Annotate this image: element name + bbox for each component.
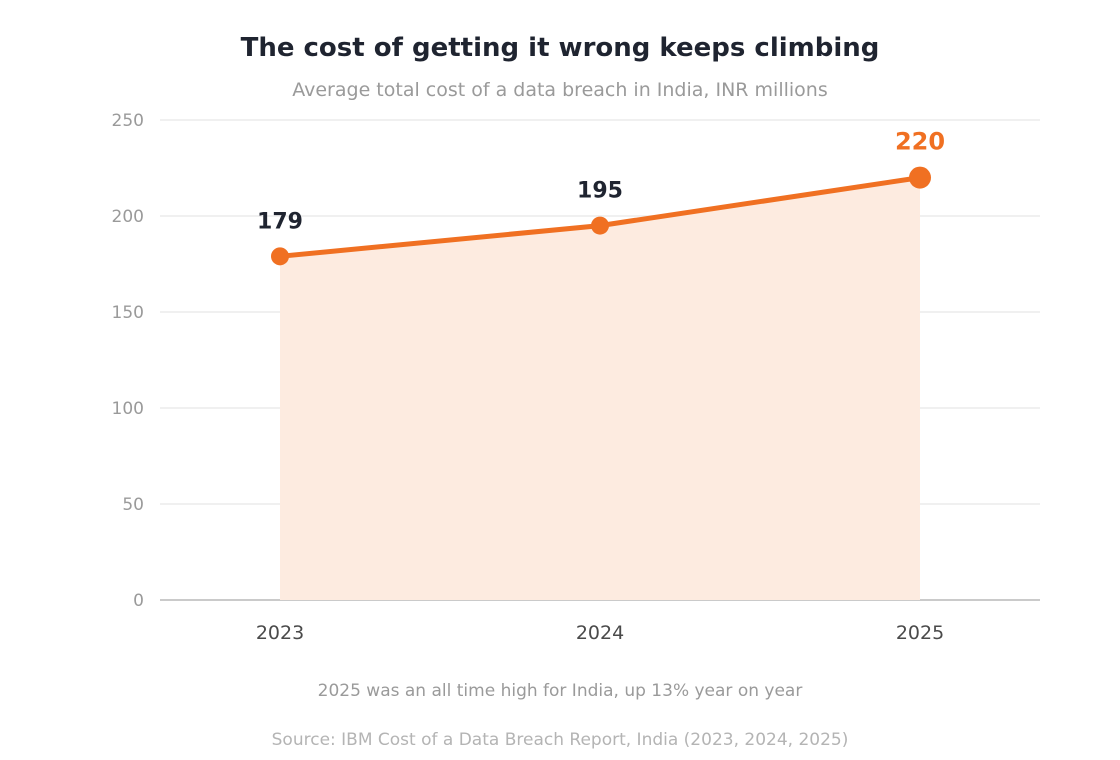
label-layer: 179 195 220 <box>257 128 945 235</box>
data-point-2024 <box>591 216 609 235</box>
y-tick-label: 50 <box>122 495 144 515</box>
data-point-2025 <box>909 166 931 189</box>
data-label-2024: 195 <box>577 179 623 204</box>
chart-source: Source: IBM Cost of a Data Breach Report… <box>272 730 849 750</box>
x-axis-ticks: 2023 2024 2025 <box>256 622 944 644</box>
chart-subtitle: Average total cost of a data breach in I… <box>292 79 828 101</box>
y-tick-label: 250 <box>112 111 144 131</box>
data-label-2023: 179 <box>257 209 303 234</box>
x-tick-label: 2024 <box>576 622 624 644</box>
data-point-2023 <box>271 247 289 266</box>
x-tick-label: 2023 <box>256 622 304 644</box>
y-tick-label: 150 <box>112 303 144 323</box>
series-area <box>280 177 920 600</box>
y-tick-label: 100 <box>112 399 144 419</box>
point-layer <box>271 166 931 266</box>
y-tick-label: 0 <box>133 591 144 611</box>
area-layer <box>280 177 920 600</box>
data-label-2025: 220 <box>895 128 945 156</box>
x-tick-label: 2025 <box>896 622 944 644</box>
y-tick-label: 200 <box>112 207 144 227</box>
chart-note: 2025 was an all time high for India, up … <box>318 681 803 701</box>
chart-title: The cost of getting it wrong keeps climb… <box>241 33 880 63</box>
